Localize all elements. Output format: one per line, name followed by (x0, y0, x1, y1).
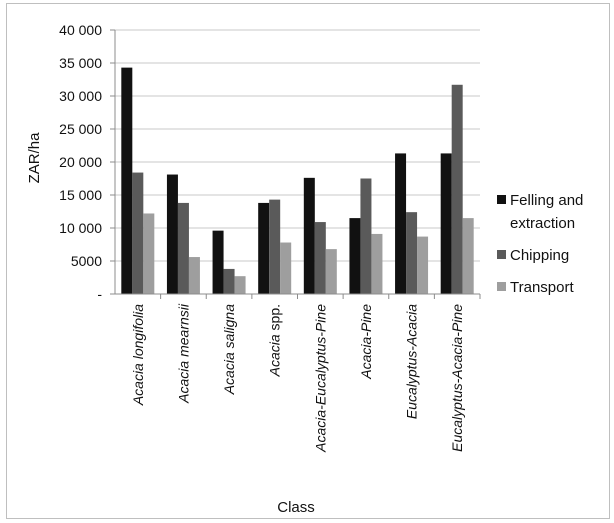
y-tick-label: 35 000 (59, 55, 102, 71)
x-category-label: Acacia-Pine (358, 304, 374, 380)
bar (177, 202, 189, 294)
legend-swatch (497, 282, 506, 291)
x-category-label: Eucalyptus-Acacia-Pine (449, 304, 465, 452)
bar (234, 276, 246, 294)
bar (371, 233, 383, 294)
y-tick-label: 20 000 (59, 154, 102, 170)
legend: Felling and extraction Chipping Transport (497, 192, 583, 296)
y-tick-label: 5000 (71, 253, 102, 269)
bar (223, 268, 235, 294)
category-italic-text: Acacia (267, 334, 283, 377)
bar (303, 177, 315, 294)
category-italic-text: Acacia longifolia (130, 304, 146, 406)
legend-swatch (497, 195, 506, 204)
legend-label: Transport (510, 279, 574, 296)
legend-label: Felling and (510, 192, 583, 209)
axes (110, 29, 481, 299)
x-category-label: Acacia spp. (267, 304, 283, 377)
x-category-label: Eucalyptus-Acacia (404, 304, 420, 419)
bar (314, 222, 326, 294)
bars-group (121, 67, 474, 295)
x-category-label: Acacia mearnsii (175, 303, 191, 404)
y-tick-label: 25 000 (59, 121, 102, 137)
legend-swatch (497, 250, 506, 259)
bar (166, 174, 178, 294)
y-axis-title: ZAR/ha (26, 132, 43, 184)
x-axis-title: Class (277, 499, 315, 516)
category-italic-text: Acacia-Pine (358, 304, 374, 380)
y-tick-label: - (97, 286, 102, 302)
bar (258, 202, 270, 294)
bar (143, 213, 155, 294)
bar (121, 67, 133, 295)
x-category-label: Acacia saligna (221, 304, 237, 395)
bar (360, 178, 372, 294)
category-italic-text: Acacia saligna (221, 304, 237, 395)
x-category-labels: Acacia longifolia Acacia mearnsii Acacia s… (130, 303, 465, 453)
y-tick-label: 30 000 (59, 88, 102, 104)
x-category-label: Acacia-Eucalyptus-Pine (312, 304, 328, 453)
bar (462, 218, 474, 294)
y-tick-labels: - 5000 10 000 15 000 20 000 25 000 30 000 35 00… (59, 22, 102, 302)
chart-frame (6, 3, 610, 519)
bar (132, 172, 144, 294)
legend-label: Chipping (510, 247, 569, 264)
bar (406, 212, 418, 294)
category-roman-text: spp. (267, 304, 283, 334)
category-italic-text: Eucalyptus-Acacia (404, 304, 420, 419)
bar (451, 84, 463, 294)
bar (395, 153, 407, 294)
y-tick-label: 10 000 (59, 220, 102, 236)
category-italic-text: Acacia-Eucalyptus-Pine (312, 304, 328, 453)
bar (188, 257, 200, 294)
y-tick-label: 40 000 (59, 22, 102, 38)
legend-label: extraction (510, 215, 575, 232)
bar (349, 218, 361, 294)
bar (212, 230, 224, 294)
category-italic-text: Eucalyptus-Acacia-Pine (449, 304, 465, 452)
x-category-label: Acacia longifolia (130, 304, 146, 406)
category-italic-text: Acacia mearnsii (175, 303, 191, 404)
bar (325, 249, 337, 294)
bar (269, 199, 281, 294)
y-tick-label: 15 000 (59, 187, 102, 203)
bar (440, 153, 452, 294)
bar (280, 242, 292, 294)
bar (417, 236, 429, 294)
